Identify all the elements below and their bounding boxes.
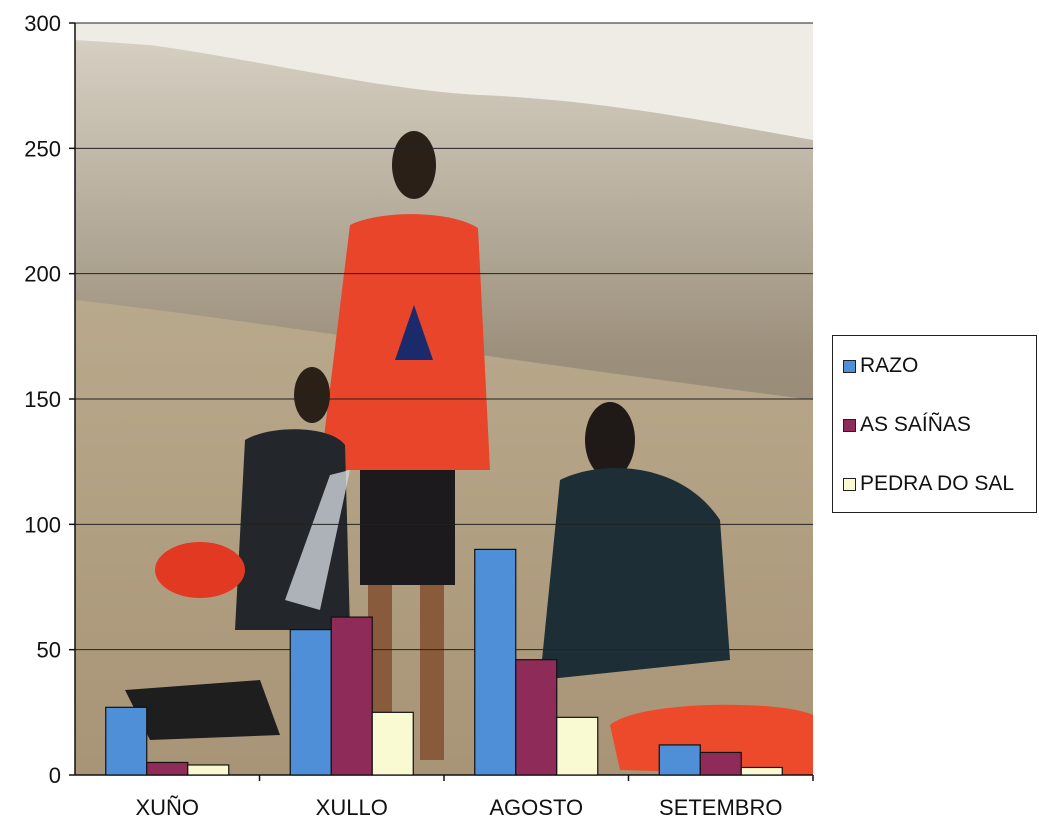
- bar-razo-1: [290, 630, 331, 775]
- legend-swatch-razo: [843, 360, 856, 373]
- legend-label: AS SAÍÑAS: [860, 413, 971, 437]
- legend: RAZO AS SAÍÑAS PEDRA DO SAL: [832, 335, 1037, 513]
- y-tick-label: 0: [49, 763, 61, 788]
- bar-as-sa-as-2: [516, 660, 557, 775]
- x-category-label: SETEMBRO: [659, 795, 782, 820]
- bar-razo-0: [106, 707, 147, 775]
- bar-as-sa-as-1: [331, 617, 372, 775]
- y-axis-ticks: 0 50 100 150 200 250 300: [24, 11, 75, 788]
- legend-label: PEDRA DO SAL: [860, 472, 1014, 496]
- y-tick-label: 300: [24, 11, 61, 36]
- bar-pedra-do-sal-0: [188, 765, 229, 775]
- bar-razo-2: [475, 549, 516, 775]
- legend-swatch-as-sainas: [843, 419, 856, 432]
- bar-as-sa-as-3: [700, 752, 741, 775]
- y-tick-label: 150: [24, 387, 61, 412]
- x-category-label: XULLO: [316, 795, 388, 820]
- x-axis-labels: XUÑO XULLO AGOSTO SETEMBRO: [135, 775, 813, 820]
- bar-razo-3: [659, 745, 700, 775]
- bar-pedra-do-sal-2: [557, 717, 598, 775]
- y-tick-label: 100: [24, 512, 61, 537]
- y-tick-label: 250: [24, 136, 61, 161]
- bar-as-sa-as-0: [147, 762, 188, 775]
- legend-swatch-pedra-do-sal: [843, 478, 856, 491]
- legend-item-razo: RAZO: [843, 353, 918, 379]
- legend-label: RAZO: [860, 354, 918, 378]
- y-tick-label: 50: [37, 638, 61, 663]
- x-category-label: XUÑO: [135, 795, 199, 820]
- y-tick-label: 200: [24, 262, 61, 287]
- bar-pedra-do-sal-3: [741, 767, 782, 775]
- legend-item-pedra-do-sal: PEDRA DO SAL: [843, 471, 1014, 497]
- bar-pedra-do-sal-1: [372, 712, 413, 775]
- legend-item-as-sainas: AS SAÍÑAS: [843, 412, 971, 438]
- x-category-label: AGOSTO: [489, 795, 583, 820]
